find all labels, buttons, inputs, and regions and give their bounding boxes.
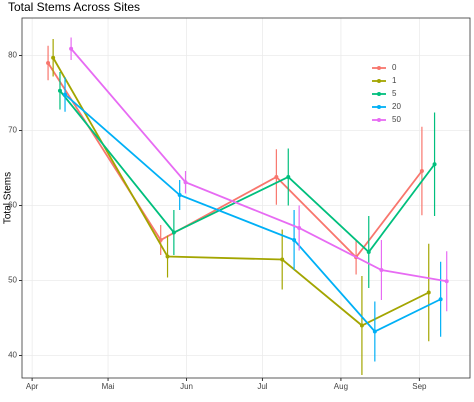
point xyxy=(51,55,56,60)
y-tick-label: 50 xyxy=(8,276,17,285)
legend-key-dot xyxy=(377,118,381,122)
point xyxy=(432,162,437,167)
point xyxy=(165,254,170,259)
legend-key-dot xyxy=(377,92,381,96)
point xyxy=(57,88,62,93)
point xyxy=(286,175,291,179)
point xyxy=(379,268,384,272)
x-tick-label: Aug xyxy=(334,382,348,391)
point xyxy=(438,297,443,302)
chart-title: Total Stems Across Sites xyxy=(8,0,140,14)
legend-key-dot xyxy=(377,66,381,70)
legend-key-dot xyxy=(377,79,381,83)
point xyxy=(171,230,176,235)
point xyxy=(444,279,449,284)
y-axis-label: Total Stems xyxy=(3,172,14,224)
point xyxy=(280,257,285,262)
legend-label: 20 xyxy=(392,102,401,111)
point xyxy=(419,169,424,173)
x-tick-label: Jun xyxy=(180,382,193,391)
point xyxy=(292,238,297,242)
legend-label: 5 xyxy=(392,89,397,98)
y-tick-label: 70 xyxy=(8,126,17,135)
point xyxy=(63,92,68,97)
x-tick-label: Sep xyxy=(412,382,427,391)
panel-border xyxy=(21,17,471,379)
point xyxy=(69,46,74,51)
y-tick-label: 60 xyxy=(8,201,17,210)
y-tick-label: 80 xyxy=(8,51,17,60)
point xyxy=(366,250,371,254)
point xyxy=(274,175,279,179)
point xyxy=(372,329,377,334)
legend-label: 1 xyxy=(392,76,397,85)
point xyxy=(158,238,163,242)
x-tick-label: Mai xyxy=(102,382,115,391)
x-tick-label: Apr xyxy=(26,382,39,391)
legend-label: 50 xyxy=(392,115,401,124)
point xyxy=(46,61,51,65)
point xyxy=(297,226,302,230)
point xyxy=(177,193,182,197)
legend-key-dot xyxy=(377,105,381,109)
point xyxy=(183,180,188,185)
point xyxy=(359,323,364,328)
legend-label: 0 xyxy=(392,63,397,72)
x-tick-label: Jul xyxy=(257,382,267,391)
point xyxy=(426,290,431,295)
y-tick-label: 40 xyxy=(8,351,17,360)
